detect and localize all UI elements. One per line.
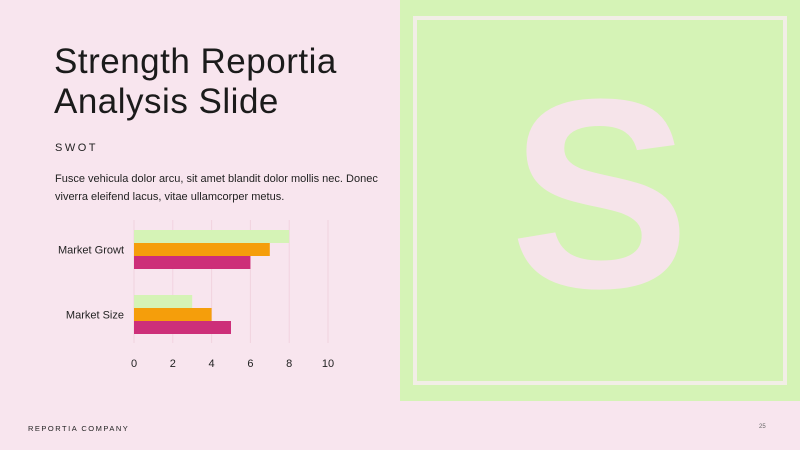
slide-title: Strength Reportia Analysis Slide: [54, 42, 337, 121]
x-tick-label: 4: [209, 358, 215, 370]
bar-2-series-1: [134, 295, 193, 308]
category-label: Market Size: [66, 310, 124, 322]
footer-company-name: REPORTIA COMPANY: [28, 424, 130, 433]
category-label: Market Growt: [58, 245, 124, 257]
bar-2-series-2: [134, 308, 212, 321]
x-tick-label: 6: [247, 358, 253, 370]
page-number: 25: [759, 424, 766, 430]
section-letter-panel: S: [400, 0, 800, 401]
bar-2-series-3: [134, 321, 231, 334]
x-tick-label: 8: [286, 358, 292, 370]
x-tick-label: 2: [170, 358, 176, 370]
bar-1-series-3: [134, 256, 251, 269]
chart-bars: [134, 230, 290, 334]
slide-subtitle: SWOT: [55, 142, 98, 154]
bar-1-series-1: [134, 230, 290, 243]
x-tick-label: 0: [131, 358, 137, 370]
bar-chart: 0 2 4 6 8 10 Market Growt Market Size: [58, 220, 334, 371]
panel-letter: S: [509, 44, 691, 345]
bar-1-series-2: [134, 243, 270, 256]
chart-labels: 0 2 4 6 8 10 Market Growt Market Size: [58, 245, 334, 371]
slide-body-text: Fusce vehicula dolor arcu, sit amet blan…: [55, 173, 378, 203]
x-tick-label: 10: [322, 358, 334, 370]
panel-frame: [413, 16, 787, 385]
